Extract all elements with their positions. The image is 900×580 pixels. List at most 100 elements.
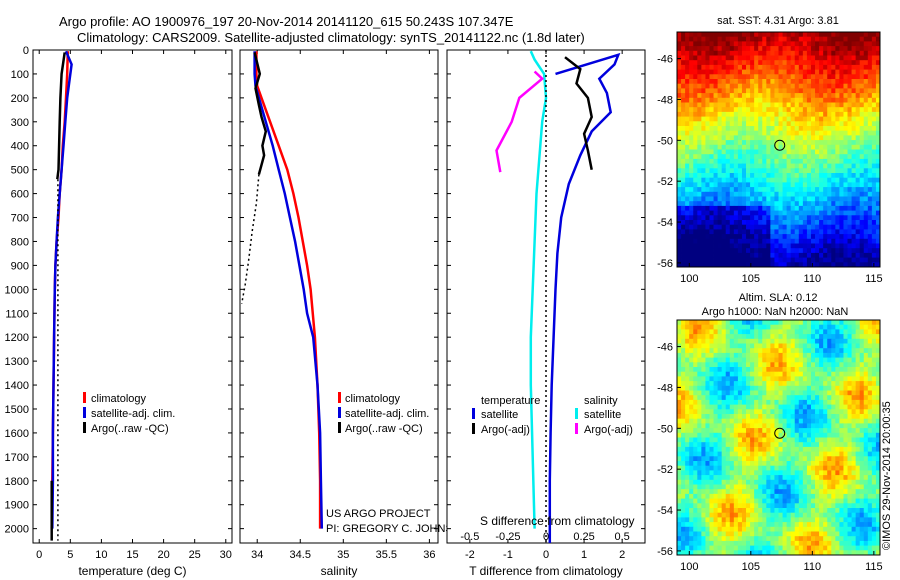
map-cell: [798, 376, 804, 382]
map-cell: [839, 163, 844, 169]
map-cell: [827, 93, 832, 99]
map-cell: [725, 121, 731, 127]
map-cell: [689, 60, 694, 66]
map-cell: [847, 182, 852, 188]
map-cell: [709, 385, 714, 391]
map-cell: [839, 381, 844, 387]
map-cell: [729, 367, 735, 373]
map-cell: [859, 348, 865, 354]
map-cell: [875, 371, 881, 377]
map-cell: [794, 88, 800, 94]
map-cell: [709, 475, 714, 481]
map-cell: [875, 144, 881, 150]
map-cell: [709, 381, 714, 387]
map-cell: [847, 362, 852, 368]
map-cell: [778, 381, 783, 387]
map-cell: [705, 442, 710, 448]
map-cell: [823, 83, 828, 89]
map-cell: [871, 121, 877, 127]
map-cell: [778, 97, 783, 103]
map-cell: [729, 475, 735, 481]
map-cell: [847, 130, 852, 136]
map-cell: [689, 517, 694, 523]
map-cell: [677, 88, 682, 94]
map-cell: [835, 173, 840, 179]
map-cell: [766, 352, 771, 358]
map-cell: [746, 205, 751, 211]
map-cell: [835, 395, 840, 401]
map-cell: [685, 442, 690, 448]
map-cell: [697, 442, 702, 448]
map-cell: [681, 126, 686, 132]
map-cell: [681, 461, 686, 467]
map-cell: [786, 248, 792, 254]
map-cell: [729, 50, 735, 56]
map-cell: [790, 498, 796, 504]
map-cell: [810, 338, 816, 344]
map-cell: [823, 79, 828, 85]
map-cell: [737, 243, 743, 249]
map-cell: [762, 41, 767, 47]
map-cell: [867, 88, 873, 94]
map-cell: [758, 484, 763, 490]
map-cell: [782, 512, 788, 518]
map-cell: [705, 111, 710, 117]
map-cell: [709, 517, 714, 523]
map-cell: [741, 437, 747, 443]
map-cell: [810, 60, 816, 66]
map-cell: [782, 83, 788, 89]
map-cell: [693, 126, 698, 132]
map-cell: [855, 357, 861, 363]
map-cell: [681, 470, 686, 476]
map-cell: [871, 88, 877, 94]
map-cell: [725, 461, 731, 467]
map-cell: [863, 130, 869, 136]
map-cell: [806, 418, 812, 424]
map-cell: [733, 399, 739, 405]
map-cell: [766, 428, 771, 434]
map-cell: [701, 329, 706, 335]
map-cell: [790, 262, 796, 268]
map-cell: [774, 32, 779, 38]
map-cell: [827, 324, 832, 330]
map-cell: [741, 248, 747, 254]
map-cell: [741, 367, 747, 373]
map-cell: [741, 512, 747, 518]
map-cell: [746, 224, 751, 230]
map-cell: [750, 338, 755, 344]
map-cell: [786, 385, 792, 391]
map-cell: [806, 395, 812, 401]
map-cell: [750, 399, 755, 405]
map-cell: [851, 456, 857, 462]
map-cell: [746, 144, 751, 150]
map-cell: [847, 60, 852, 66]
map-cell: [847, 470, 852, 476]
map-cell: [681, 173, 686, 179]
map-cell: [802, 248, 808, 254]
map-cell: [871, 74, 877, 80]
map-cell: [709, 224, 714, 230]
map-cell: [786, 154, 792, 160]
map-cell: [701, 498, 706, 504]
map-cell: [733, 352, 739, 358]
map-cell: [843, 489, 848, 495]
map-cell: [689, 41, 694, 47]
map-cell: [737, 517, 743, 523]
map-cell: [717, 489, 723, 495]
map-cell: [725, 55, 731, 61]
map-cell: [806, 252, 812, 258]
map-cell: [705, 390, 710, 396]
map-cell: [815, 522, 820, 528]
map-cell: [741, 456, 747, 462]
map-cell: [871, 173, 877, 179]
map-cell: [863, 409, 869, 415]
map-cell: [681, 243, 686, 249]
legend-label: satellite-adj. clim.: [345, 408, 429, 420]
map-cell: [689, 489, 694, 495]
map-cell: [725, 36, 731, 42]
map-cell: [827, 163, 832, 169]
map-cell: [806, 224, 812, 230]
map-cell: [806, 46, 812, 52]
map-cell: [875, 470, 881, 476]
map-cell: [754, 367, 759, 373]
